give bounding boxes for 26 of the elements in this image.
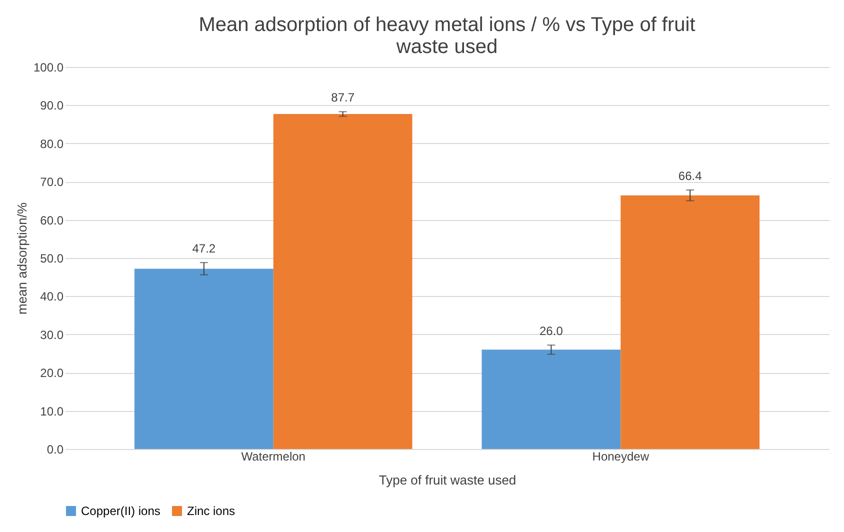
y-tick-label: 20.0	[40, 366, 64, 380]
x-axis-title: Type of fruit waste used	[378, 472, 516, 488]
y-tick-label: 80.0	[40, 136, 64, 151]
y-tick-label: 10.0	[40, 404, 64, 418]
chart-title: Mean adsorption of heavy metal ions / % vs Type of fruit waste used	[198, 14, 696, 58]
bar	[482, 350, 621, 449]
bar	[134, 268, 274, 449]
data-label: 26.0	[540, 324, 564, 338]
data-label: 66.4	[678, 169, 702, 184]
y-tick-label: 0.0	[46, 442, 64, 456]
y-tick-label: 30.0	[40, 328, 64, 342]
y-tick-label: 60.0	[40, 213, 64, 228]
x-tick-label: Honeydew	[592, 450, 650, 464]
data-label: 47.2	[192, 242, 216, 256]
y-axis-title: mean adsorption/%	[14, 202, 30, 315]
y-tick-label: 90.0	[40, 98, 64, 113]
y-tick-label: 70.0	[40, 175, 64, 190]
bar	[620, 195, 760, 449]
y-tick-label: 40.0	[40, 290, 64, 304]
bar	[273, 114, 412, 449]
legend-label: Zinc ions	[187, 504, 236, 518]
data-label: 87.7	[331, 90, 355, 105]
legend-label: Copper(II) ions	[81, 504, 160, 518]
x-tick-label: Watermelon	[241, 450, 306, 464]
y-tick-label: 50.0	[40, 252, 64, 266]
y-tick-label: 100.0	[33, 60, 64, 74]
